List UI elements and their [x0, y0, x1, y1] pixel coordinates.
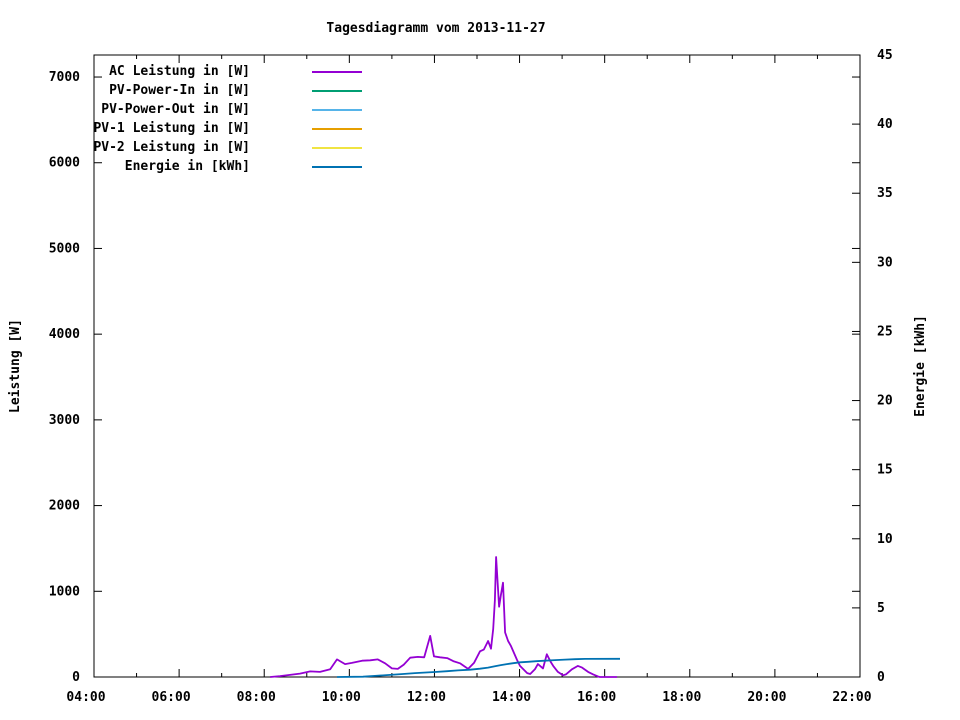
y-left-tick-label: 7000 [49, 70, 80, 85]
y-right-tick-label: 5 [877, 601, 885, 616]
y-right-tick-label: 0 [877, 670, 885, 685]
x-tick-label: 16:00 [577, 690, 616, 705]
legend-item: PV-Power-Out in [W] [90, 100, 362, 119]
y-right-tick-label: 35 [877, 186, 893, 201]
legend-item: AC Leistung in [W] [90, 62, 362, 81]
y-left-tick-label: 0 [72, 670, 80, 685]
legend-item: PV-Power-In in [W] [90, 81, 362, 100]
x-tick-label: 10:00 [322, 690, 361, 705]
x-tick-label: 14:00 [492, 690, 531, 705]
legend-swatch [312, 108, 362, 111]
legend-label: PV-1 Leistung in [W] [93, 121, 250, 136]
y-right-tick-label: 20 [877, 394, 893, 409]
y-left-tick-label: 5000 [49, 241, 80, 256]
y-left-tick-label: 6000 [49, 156, 80, 171]
legend-swatch [312, 70, 362, 73]
x-tick-label: 12:00 [407, 690, 446, 705]
legend-swatch [312, 127, 362, 130]
y-axis-left-ticks: 0 1000 2000 3000 4000 5000 6000 7000 [49, 70, 860, 685]
x-tick-label: 20:00 [747, 690, 786, 705]
y-right-tick-label: 40 [877, 117, 893, 132]
y-left-tick-label: 4000 [49, 327, 80, 342]
legend-swatch [312, 89, 362, 92]
x-tick-label: 22:00 [832, 690, 871, 705]
legend-swatch [312, 146, 362, 149]
y-right-tick-label: 45 [877, 48, 893, 63]
legend-label: PV-Power-In in [W] [109, 83, 250, 98]
legend-label: PV-Power-Out in [W] [101, 102, 250, 117]
x-tick-label: 08:00 [237, 690, 276, 705]
x-tick-label: 18:00 [662, 690, 701, 705]
legend: AC Leistung in [W] PV-Power-In in [W] PV-P… [90, 62, 362, 176]
y-right-tick-label: 15 [877, 463, 893, 478]
chart-title: Tagesdiagramm vom 2013-11-27 [326, 21, 546, 36]
legend-item: PV-2 Leistung in [W] [90, 138, 362, 157]
series-line-0 [270, 556, 617, 678]
y-right-tick-label: 30 [877, 255, 893, 270]
legend-item: Energie in [kWh] [90, 157, 362, 176]
y-left-tick-label: 3000 [49, 413, 80, 428]
x-tick-label: 06:00 [152, 690, 191, 705]
y-left-tick-label: 1000 [49, 584, 80, 599]
x-axis-ticks [93, 55, 861, 677]
x-tick-label: 04:00 [66, 690, 105, 705]
legend-swatch [312, 165, 362, 168]
y-axis-right-ticks: 0 5 10 15 20 25 30 35 40 45 [852, 48, 893, 685]
y-right-tick-label: 25 [877, 324, 893, 339]
y-left-tick-label: 2000 [49, 499, 80, 514]
y-right-tick-label: 10 [877, 532, 893, 547]
legend-item: PV-1 Leistung in [W] [90, 119, 362, 138]
x-axis-tick-labels: 04:00 06:00 08:00 10:00 12:00 14:00 16:00 18:00… [66, 690, 871, 705]
legend-label: AC Leistung in [W] [109, 64, 250, 79]
legend-label: Energie in [kWh] [124, 159, 250, 174]
series-line-5 [336, 657, 621, 678]
legend-label: PV-2 Leistung in [W] [93, 140, 250, 155]
